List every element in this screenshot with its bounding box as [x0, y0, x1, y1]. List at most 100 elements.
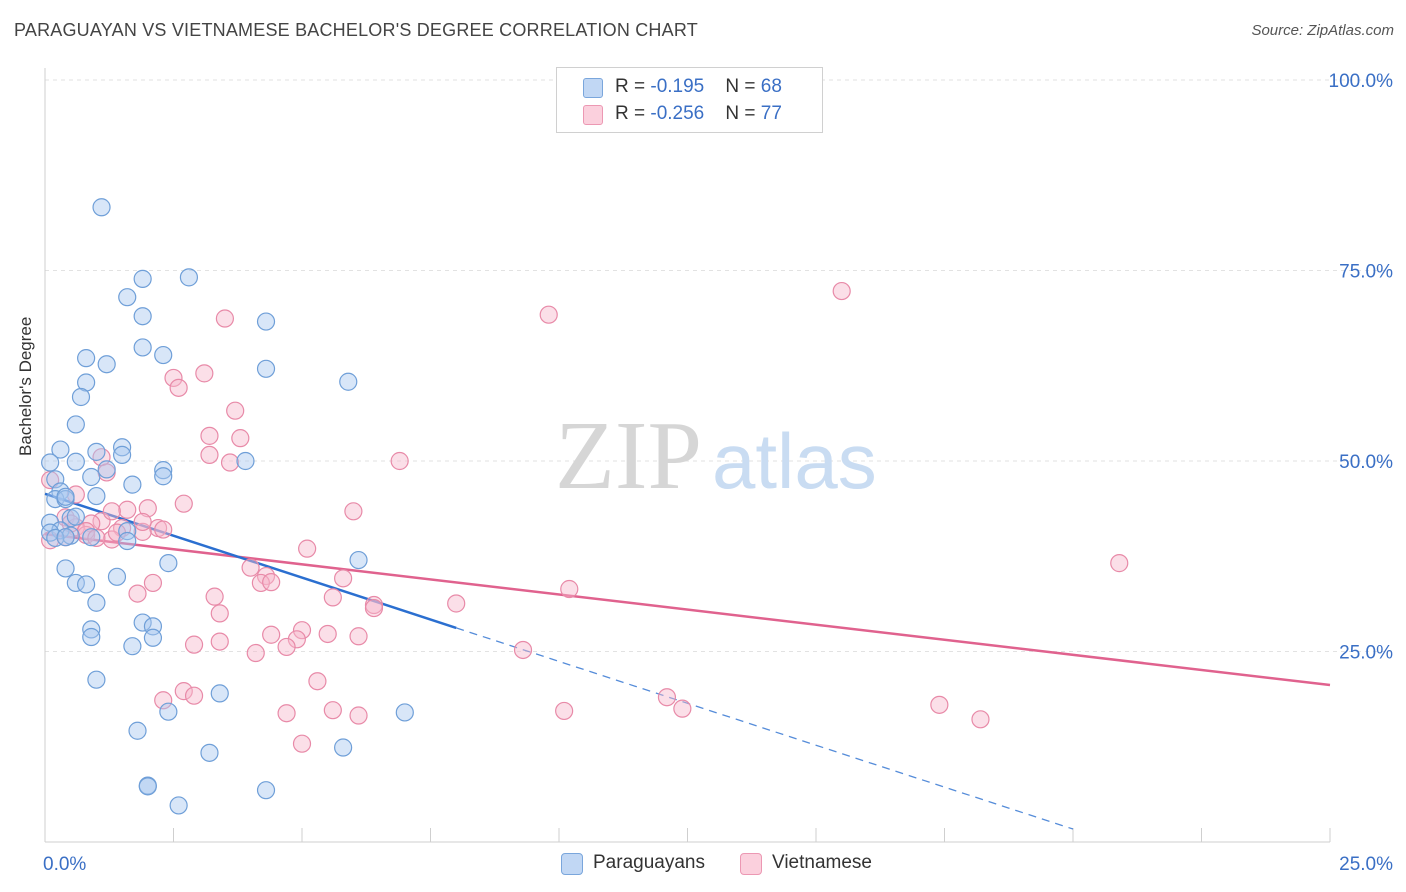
- paraguayan-point: [87, 486, 106, 506]
- vietnamese-point: [231, 429, 250, 448]
- x-tick-label: 25.0%: [1339, 854, 1393, 875]
- vietnamese-points: [41, 281, 1129, 753]
- vietnamese-point: [215, 309, 234, 328]
- y-tick-label: 75.0%: [1339, 262, 1393, 283]
- vietnamese-point: [930, 695, 949, 714]
- paraguayan-point: [133, 338, 152, 357]
- paraguayan-point: [87, 442, 106, 461]
- paraguayan-point: [210, 684, 229, 703]
- trend-lines: [44, 492, 1331, 830]
- vietnamese-point: [226, 401, 245, 420]
- bottom-legend-swatch-pink: [740, 853, 762, 875]
- vietnamese-point: [184, 635, 204, 654]
- tick-labels: 25.0% 50.0% 75.0% 100.0% 0.0% 25.0%: [43, 71, 1393, 875]
- paraguayan-point: [133, 269, 152, 288]
- vietnamese-point: [200, 426, 219, 445]
- paraguayan-point: [107, 567, 127, 586]
- paraguayan-point: [395, 703, 414, 722]
- legend-n-value: 68: [760, 76, 782, 97]
- paraguayan-point: [92, 198, 111, 217]
- vietnamese-point: [262, 625, 281, 644]
- legend-r-label: R =: [615, 76, 651, 97]
- paraguayan-point: [112, 438, 132, 457]
- vietnamese-point: [87, 528, 106, 548]
- vietnamese-point: [133, 522, 152, 541]
- vietnamese-point: [555, 701, 574, 721]
- vietnamese-point: [118, 500, 137, 519]
- watermark: ZIP atlas: [555, 402, 877, 510]
- vietnamese-point: [334, 569, 353, 588]
- vietnamese-point: [657, 688, 677, 707]
- vietnamese-point: [344, 502, 363, 521]
- vietnamese-point: [246, 643, 265, 663]
- vietnamese-point: [832, 281, 851, 301]
- vietnamese-point: [164, 368, 183, 388]
- vietnamese-point: [287, 630, 306, 649]
- vietnamese-point: [349, 627, 368, 646]
- x-tick-label: 0.0%: [43, 854, 86, 875]
- paraguayan-point: [123, 637, 142, 656]
- vietnamese-point: [349, 706, 368, 725]
- paraguayan-point: [349, 550, 368, 570]
- legend-swatch-blue: [583, 78, 603, 98]
- paraguayan-point: [118, 522, 137, 541]
- paraguayan-point: [56, 528, 75, 547]
- y-tick-label: 100.0%: [1329, 71, 1394, 92]
- legend-r-label: R =: [615, 103, 651, 124]
- paraguayan-trend-extension: [455, 627, 1074, 830]
- vietnamese-point: [1110, 554, 1129, 573]
- vietnamese-point: [277, 704, 296, 723]
- vietnamese-point: [308, 672, 327, 691]
- bottom-legend-label: Paraguayans: [593, 852, 705, 873]
- vietnamese-point: [292, 621, 312, 640]
- paraguayan-point: [46, 528, 65, 548]
- vietnamese-point: [539, 305, 558, 324]
- paraguayan-point: [82, 620, 101, 639]
- vietnamese-point: [220, 453, 240, 472]
- legend-n-label: N =: [725, 76, 761, 97]
- paraguayan-point: [82, 627, 101, 647]
- vietnamese-point: [210, 632, 229, 651]
- paraguayan-point: [77, 349, 96, 368]
- paraguayan-point: [51, 440, 70, 459]
- vietnamese-point: [292, 734, 312, 753]
- paraguayan-point: [56, 487, 75, 506]
- vietnamese-point: [169, 378, 188, 397]
- vietnamese-point: [262, 573, 281, 592]
- paraguayan-point: [97, 460, 116, 479]
- legend-r-value: -0.256: [650, 103, 705, 124]
- legend-swatch-pink: [583, 105, 603, 125]
- vietnamese-point: [154, 691, 173, 710]
- vietnamese-point: [513, 640, 533, 660]
- vietnamese-point: [390, 451, 409, 471]
- vietnamese-point: [447, 594, 466, 613]
- paraguayan-points: [41, 198, 414, 815]
- paraguayan-point: [118, 288, 137, 307]
- paraguayan-point: [87, 670, 106, 689]
- paraguayan-point: [159, 702, 178, 721]
- grid-lines: [45, 79, 1392, 652]
- watermark-atlas: atlas: [712, 417, 877, 505]
- vietnamese-point: [241, 558, 260, 577]
- vietnamese-point: [251, 573, 270, 593]
- vietnamese-trend-line: [44, 532, 1331, 687]
- paraguayan-point: [334, 738, 353, 757]
- paraguayan-point: [256, 359, 276, 378]
- paraguayan-point: [169, 796, 188, 815]
- paraguayan-point: [236, 451, 255, 471]
- bottom-legend-swatch-blue: [561, 853, 583, 875]
- paraguayan-point: [154, 461, 173, 480]
- paraguayan-point: [56, 559, 75, 578]
- vietnamese-point: [195, 364, 214, 383]
- chart-title: PARAGUAYAN VS VIETNAMESE BACHELOR'S DEGR…: [14, 20, 698, 40]
- paraguayan-point: [154, 345, 173, 365]
- vietnamese-point: [143, 573, 163, 593]
- legend-r-value: -0.195: [650, 76, 705, 97]
- axes: [44, 68, 1331, 843]
- paraguayan-point: [97, 355, 116, 374]
- legend-n-value: 77: [760, 103, 782, 124]
- paraguayan-point: [200, 743, 219, 762]
- vietnamese-point: [174, 682, 193, 701]
- vietnamese-point: [205, 587, 224, 606]
- paraguayan-point: [133, 307, 152, 326]
